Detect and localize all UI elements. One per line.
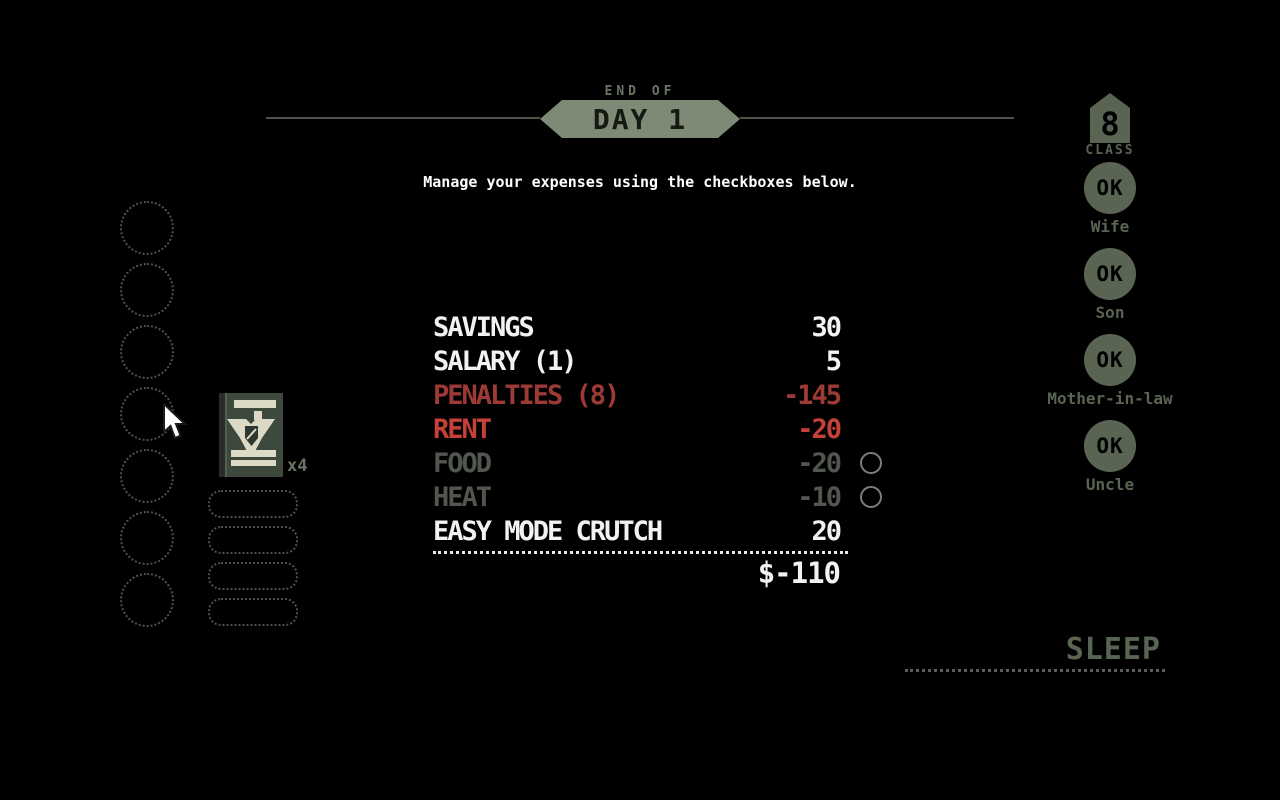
status-text: OK (1096, 348, 1124, 372)
status-badge: OK (1084, 420, 1136, 472)
family-member-son: OK Son (1084, 248, 1136, 322)
item-slot-rect (208, 490, 298, 518)
item-slot-circle (120, 573, 174, 627)
class-value: 8 (1100, 105, 1120, 143)
item-slot-circle (120, 201, 174, 255)
eagle-booklet-icon[interactable] (219, 393, 283, 481)
instruction-text: Manage your expenses using the checkboxe… (423, 173, 857, 191)
day-title: DAY 1 (592, 102, 688, 136)
family-member-wife: OK Wife (1084, 162, 1136, 236)
expense-row-food: FOOD -20 (433, 446, 882, 480)
status-badge: OK (1084, 162, 1136, 214)
item-slot-circle (120, 325, 174, 379)
expense-label: SAVINGS (433, 311, 535, 343)
item-slot-circle (120, 449, 174, 503)
item-slot-circle (120, 263, 174, 317)
status-text: OK (1096, 262, 1124, 286)
mouse-cursor-icon (162, 401, 188, 445)
total-amount: $-110 (757, 556, 841, 590)
sleep-label: SLEEP (1065, 632, 1161, 667)
item-slot-rect (208, 562, 298, 590)
expense-amount: -10 (797, 481, 842, 513)
heat-checkbox[interactable] (860, 486, 882, 508)
expense-amount: 5 (825, 345, 842, 377)
expense-label: SALARY (1) (433, 345, 578, 377)
total-divider (433, 551, 848, 554)
day-banner: DAY 1 (540, 100, 740, 138)
member-name: Uncle (1085, 475, 1135, 494)
food-checkbox[interactable] (860, 452, 882, 474)
end-of-label: END OF (604, 84, 676, 99)
expense-row-easy-mode-crutch: EASY MODE CRUTCH 20 (433, 514, 882, 548)
expense-amount: -145 (782, 379, 842, 411)
class-house-icon: 8 (1090, 93, 1130, 143)
family-member-mother-in-law: OK Mother-in-law (1047, 334, 1173, 408)
member-name: Wife (1090, 217, 1130, 236)
expense-amount: 20 (811, 515, 842, 547)
expense-row-heat: HEAT -10 (433, 480, 882, 514)
expense-amount: 30 (811, 311, 842, 343)
status-badge: OK (1084, 248, 1136, 300)
status-text: OK (1096, 434, 1124, 458)
header-rule-left (266, 117, 540, 119)
expense-row-penalties: PENALTIES (8) -145 (433, 378, 882, 412)
expense-amount: -20 (797, 447, 842, 479)
item-slot-rect (208, 526, 298, 554)
expense-row-savings: SAVINGS 30 (433, 310, 882, 344)
member-name: Mother-in-law (1047, 389, 1173, 408)
expense-label: EASY MODE CRUTCH (433, 515, 663, 547)
family-member-uncle: OK Uncle (1084, 420, 1136, 494)
sleep-button[interactable]: SLEEP (905, 632, 1165, 672)
family-panel: 8 CLASS OK Wife OK Son OK Mother-in-law … (1028, 93, 1192, 494)
status-text: OK (1096, 176, 1124, 200)
expense-label: RENT (433, 413, 492, 445)
class-label: CLASS (1085, 143, 1135, 158)
item-slot-circle (120, 511, 174, 565)
booklet-count-label: x4 (287, 456, 308, 476)
expense-label: PENALTIES (8) (433, 379, 620, 411)
member-name: Son (1095, 303, 1125, 322)
header-rule-right (740, 117, 1014, 119)
item-slot-rect (208, 598, 298, 626)
expense-label: HEAT (433, 481, 492, 513)
expense-amount: -20 (797, 413, 842, 445)
status-badge: OK (1083, 334, 1136, 386)
expense-row-rent: RENT -20 (433, 412, 882, 446)
expense-table: SAVINGS 30 SALARY (1) 5 PENALTIES (8) -1… (433, 310, 882, 590)
expense-row-salary: SALARY (1) 5 (433, 344, 882, 378)
expense-label: FOOD (433, 447, 492, 479)
